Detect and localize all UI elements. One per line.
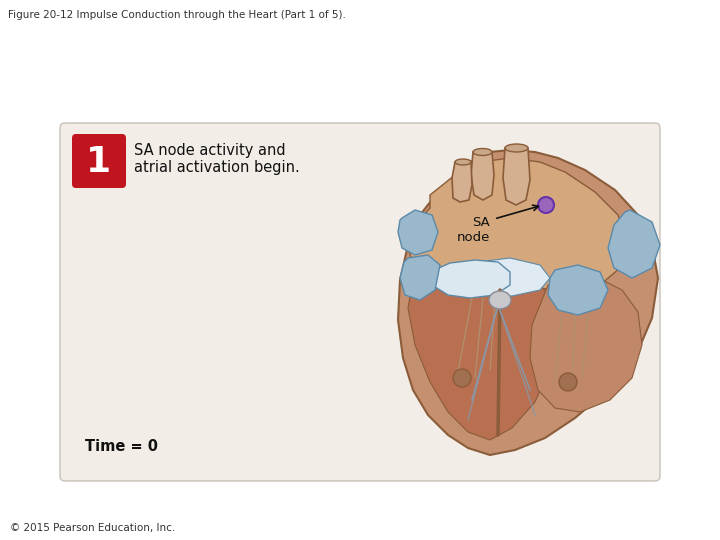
Ellipse shape <box>505 144 528 152</box>
Polygon shape <box>400 255 440 300</box>
Polygon shape <box>462 258 550 296</box>
Circle shape <box>559 373 577 391</box>
Text: SA
node: SA node <box>456 216 490 244</box>
Circle shape <box>453 369 471 387</box>
Circle shape <box>538 197 554 213</box>
Text: 1: 1 <box>86 145 112 179</box>
Text: Figure 20-12 Impulse Conduction through the Heart (Part 1 of 5).: Figure 20-12 Impulse Conduction through … <box>8 10 346 20</box>
Polygon shape <box>408 158 628 292</box>
FancyBboxPatch shape <box>72 134 126 188</box>
Text: Time = 0: Time = 0 <box>85 439 158 454</box>
Ellipse shape <box>489 291 511 309</box>
FancyBboxPatch shape <box>60 123 660 481</box>
Polygon shape <box>398 210 438 255</box>
Text: © 2015 Pearson Education, Inc.: © 2015 Pearson Education, Inc. <box>10 523 175 533</box>
Polygon shape <box>503 148 530 205</box>
Polygon shape <box>452 162 472 202</box>
Polygon shape <box>548 265 608 315</box>
Polygon shape <box>408 265 555 440</box>
Polygon shape <box>608 210 660 278</box>
Polygon shape <box>398 150 658 455</box>
Polygon shape <box>471 152 494 200</box>
Polygon shape <box>530 278 642 412</box>
Ellipse shape <box>473 148 492 156</box>
Text: SA node activity and
atrial activation begin.: SA node activity and atrial activation b… <box>134 143 300 176</box>
Polygon shape <box>428 260 510 298</box>
Ellipse shape <box>455 159 471 165</box>
